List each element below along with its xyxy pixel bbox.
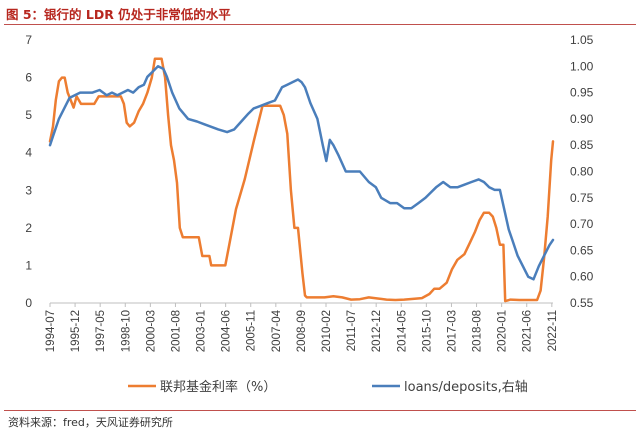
source-divider: [4, 410, 636, 411]
y-right-tick-label: 0.60: [570, 270, 594, 284]
y-right-tick-label: 0.55: [570, 296, 594, 310]
y-right-tick-label: 0.90: [570, 112, 594, 126]
source-note: 资料来源：fred，天风证券研究所: [8, 416, 173, 429]
x-tick-label: 2012-12: [371, 310, 383, 352]
y-right-tick-label: 0.95: [570, 86, 594, 100]
x-tick-label: 2004-06: [221, 310, 233, 352]
y-right-tick-label: 1.00: [570, 59, 594, 73]
x-tick-label: 2011-07: [346, 310, 358, 351]
x-tick-label: 1995-12: [70, 310, 82, 352]
x-tick-label: 2022-11: [547, 310, 559, 351]
y-left-tick-label: 6: [25, 71, 32, 85]
x-tick-label: 2005-11: [246, 310, 258, 351]
dual-axis-line-chart: 0 1 2 3 4 5 6 7 0.55 0.60 0.65 0.70 0.75 0.80 0.85 0.90…: [25, 33, 593, 395]
y-right-tick-label: 0.65: [570, 243, 594, 257]
x-tick-label: 2003-01: [196, 310, 208, 352]
title-divider: [4, 24, 636, 25]
x-tick-label: 1994-07: [45, 310, 57, 352]
y-left-tick-label: 5: [25, 108, 32, 122]
x-tick-label: 2001-08: [170, 310, 182, 352]
x-tick-label: 2010-02: [321, 310, 333, 352]
x-tick-label: 1998-10: [120, 310, 132, 352]
figure-title: 图 5：银行的 LDR 仍处于非常低的水平: [6, 7, 231, 22]
chart-axes: 0 1 2 3 4 5 6 7 0.55 0.60 0.65 0.70 0.75 0.80 0.85 0.90…: [25, 33, 593, 352]
x-tick-label: 2007-04: [271, 309, 283, 352]
y-left-tick-label: 0: [25, 296, 32, 310]
y-left-tick-label: 1: [25, 258, 32, 272]
y-left-tick-label: 3: [25, 183, 32, 197]
x-tick-label: 2018-08: [472, 310, 484, 352]
x-tick-label: 2020-01: [497, 310, 509, 352]
chart-legend: 联邦基金利率（%） loans/deposits,右轴: [128, 379, 528, 395]
y-right-tick-label: 0.70: [570, 217, 594, 231]
x-tick-label: 2008-09: [296, 310, 308, 352]
y-left-tick-label: 4: [25, 146, 32, 160]
y-left-tick-label: 7: [25, 33, 32, 47]
y-right-tick-label: 0.75: [570, 191, 594, 205]
chart-series: [48, 57, 555, 303]
x-tick-label: 1997-05: [95, 310, 107, 352]
loans-deposits-ratio-line: [48, 65, 555, 281]
x-tick-label: 2017-03: [446, 310, 458, 352]
y-right-tick-label: 0.85: [570, 138, 594, 152]
x-tick-label: 2015-10: [421, 310, 433, 352]
x-tick-label: 2014-05: [396, 310, 408, 352]
y-right-tick-label: 1.05: [570, 33, 594, 47]
x-tick-label: 2021-06: [522, 310, 534, 352]
y-right-tick-label: 0.80: [570, 165, 594, 179]
legend-item-ldr-label: loans/deposits,右轴: [404, 380, 528, 395]
y-left-tick-label: 2: [25, 221, 32, 235]
legend-item-fed-funds-label: 联邦基金利率（%）: [160, 379, 276, 395]
x-tick-label: 2000-03: [145, 310, 157, 352]
